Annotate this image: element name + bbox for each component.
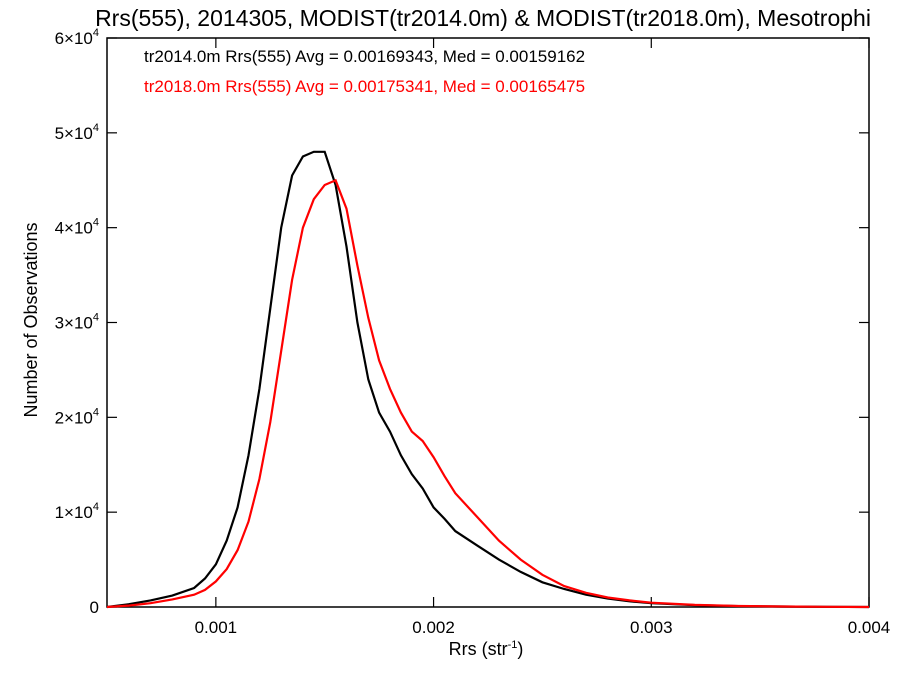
x-tick-label: 0.001	[195, 618, 238, 637]
series-line-tr2014.0m	[106, 150, 870, 609]
y-tick-label: 5×104	[55, 122, 99, 143]
y-axis-label: Number of Observations	[21, 222, 41, 417]
series-line-tr2018.0m	[106, 178, 870, 609]
y-tick-label-base: 6×10	[55, 29, 93, 48]
y-tick-label: 3×104	[55, 312, 99, 333]
x-tick-label: 0.003	[630, 618, 673, 637]
x-tick-label: 0.002	[412, 618, 455, 637]
y-tick-label-exp: 4	[93, 312, 99, 324]
x-axis-ticks: 0.001 0.002 0.003 0.004	[195, 38, 891, 637]
y-tick-label: 2×104	[55, 406, 99, 427]
y-tick-label-exp: 4	[93, 122, 99, 134]
y-tick-label: 0	[90, 598, 99, 617]
plot-frame	[106, 37, 870, 608]
y-tick-label-base: 2×10	[55, 408, 93, 427]
y-tick-label: 6×104	[55, 27, 99, 48]
series-lines	[106, 150, 870, 609]
y-tick-label-exp: 4	[93, 501, 99, 513]
x-axis-label-close: )	[517, 639, 523, 659]
x-axis-label-main: Rrs (str	[449, 639, 508, 659]
legend-entry-tr2014: tr2014.0m Rrs(555) Avg = 0.00169343, Med…	[144, 47, 585, 66]
y-tick-label-base: 5×10	[55, 124, 93, 143]
x-axis-label-sup: -1	[508, 639, 518, 651]
y-tick-label-base: 4×10	[55, 219, 93, 238]
legend-entry-tr2018: tr2018.0m Rrs(555) Avg = 0.00175341, Med…	[144, 77, 585, 96]
y-tick-label-exp: 4	[93, 27, 99, 39]
y-tick-label-exp: 4	[93, 406, 99, 418]
y-tick-label-base: 0	[90, 598, 99, 617]
y-tick-label-exp: 4	[93, 217, 99, 229]
x-tick-label: 0.004	[848, 618, 891, 637]
y-tick-label: 1×104	[55, 501, 99, 522]
chart-title: Rrs(555), 2014305, MODIST(tr2014.0m) & M…	[95, 5, 871, 31]
y-tick-label: 4×104	[55, 217, 99, 238]
x-axis-label: Rrs (str-1)	[449, 639, 524, 659]
y-tick-label-base: 1×10	[55, 503, 93, 522]
y-tick-label-base: 3×10	[55, 314, 93, 333]
